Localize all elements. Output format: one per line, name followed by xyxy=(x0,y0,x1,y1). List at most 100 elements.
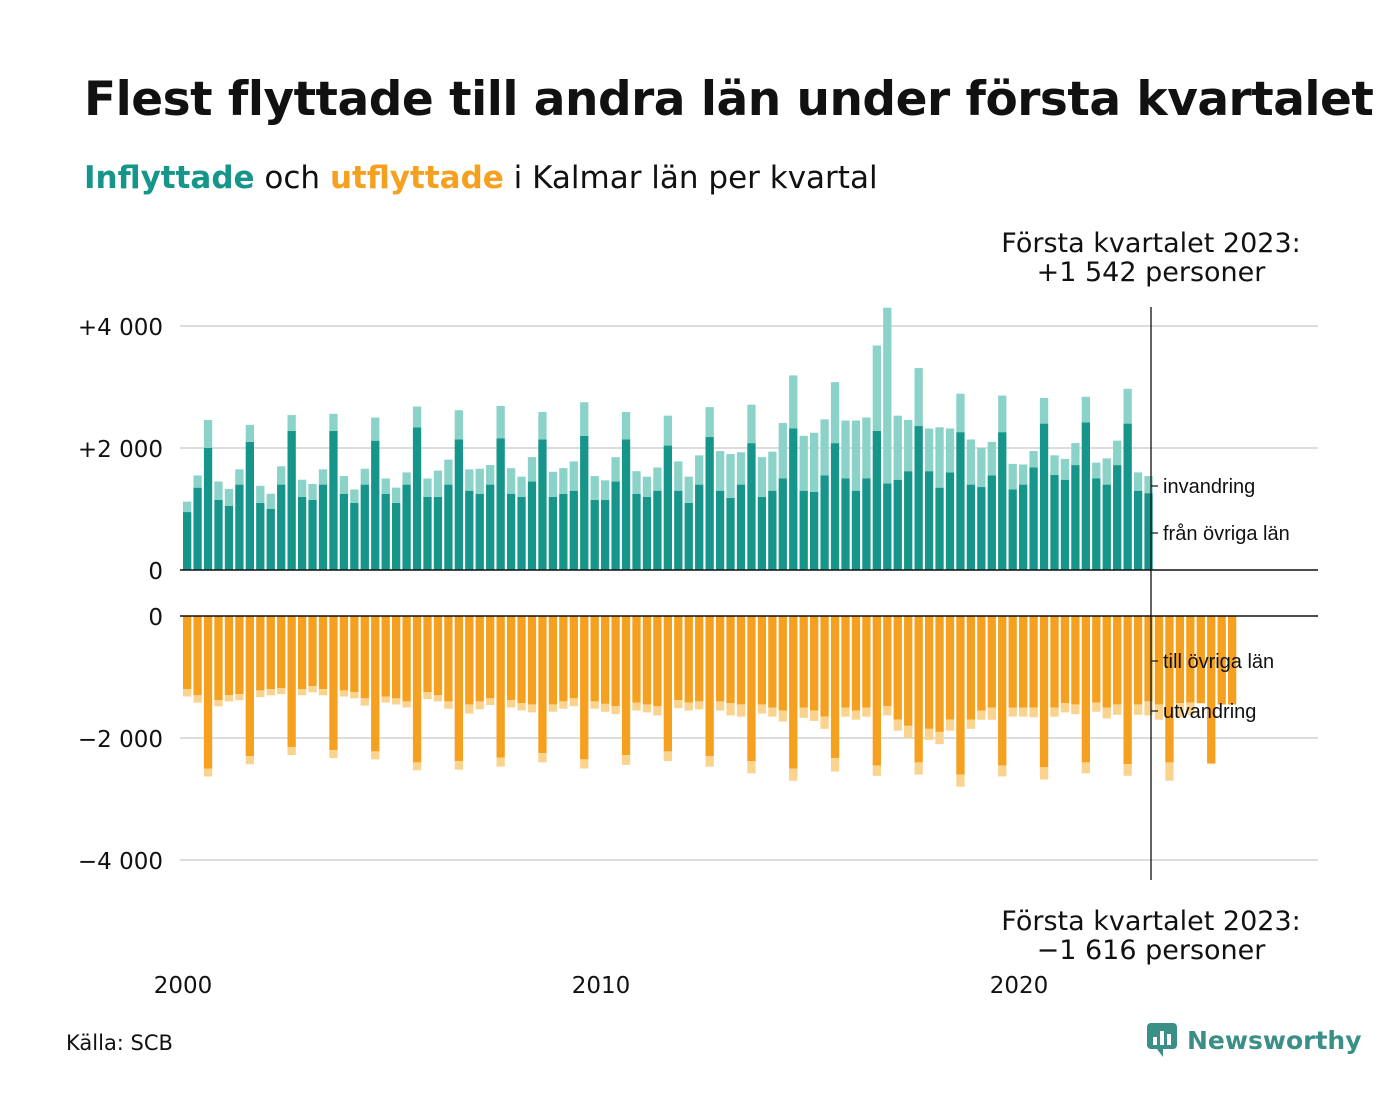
bar-invandring xyxy=(214,481,223,500)
bar-invandring xyxy=(674,461,683,491)
bar-invandring xyxy=(653,467,662,491)
subtitle-och: och xyxy=(254,160,330,196)
bar-utvandring xyxy=(1102,707,1111,719)
bar-utvandring xyxy=(318,689,328,696)
bar-utvandring xyxy=(935,731,944,745)
bar-invandring xyxy=(684,476,693,503)
bar-till-ovriga-lan xyxy=(695,616,704,702)
bar-utvandring xyxy=(245,756,254,765)
bar-invandring xyxy=(757,457,767,497)
subtitle-rest: i Kalmar län per kvartal xyxy=(503,160,878,196)
bar-fran-ovriga-lan xyxy=(935,487,944,570)
bar-invandring xyxy=(203,419,213,448)
bar-invandring xyxy=(224,488,234,506)
bar-invandring xyxy=(256,485,265,503)
annotation-bottom-line2: −1 616 personer xyxy=(1037,935,1267,966)
bar-invandring xyxy=(663,415,672,446)
bar-invandring xyxy=(517,476,526,497)
bar-fran-ovriga-lan xyxy=(266,509,275,570)
bar-till-ovriga-lan xyxy=(872,616,881,766)
bar-invandring xyxy=(945,428,955,473)
bar-till-ovriga-lan xyxy=(433,616,443,696)
bar-till-ovriga-lan xyxy=(266,616,275,690)
subtitle-utflyttade: utflyttade xyxy=(329,160,504,196)
bar-till-ovriga-lan xyxy=(1019,616,1028,708)
bar-till-ovriga-lan xyxy=(465,616,474,705)
bar-invandring xyxy=(1123,388,1132,424)
bar-fran-ovriga-lan xyxy=(621,439,631,570)
bar-fran-ovriga-lan xyxy=(214,499,223,570)
bar-till-ovriga-lan xyxy=(914,616,923,763)
bar-utvandring xyxy=(1123,764,1132,776)
bar-till-ovriga-lan xyxy=(193,616,202,696)
bar-fran-ovriga-lan xyxy=(371,440,380,570)
bar-till-ovriga-lan xyxy=(851,616,861,711)
bar-till-ovriga-lan xyxy=(642,616,652,705)
source-label: Källa: SCB xyxy=(66,1031,173,1055)
label-invandring: invandring xyxy=(1163,476,1255,498)
bar-fran-ovriga-lan xyxy=(715,490,725,570)
bar-till-ovriga-lan xyxy=(1029,616,1038,708)
bar-fran-ovriga-lan xyxy=(663,445,672,570)
bar-invandring xyxy=(433,470,443,497)
bar-utvandring xyxy=(998,765,1007,777)
bar-fran-ovriga-lan xyxy=(548,496,558,570)
bar-invandring xyxy=(883,307,892,484)
bar-till-ovriga-lan xyxy=(684,616,693,703)
bar-fran-ovriga-lan xyxy=(726,498,735,570)
bar-fran-ovriga-lan xyxy=(705,437,714,570)
bar-till-ovriga-lan xyxy=(245,616,254,757)
bar-utvandring xyxy=(966,719,976,729)
bar-till-ovriga-lan xyxy=(726,616,735,704)
bar-utvandring xyxy=(1144,701,1153,716)
bar-invandring xyxy=(339,476,349,494)
bar-till-ovriga-lan xyxy=(569,616,578,699)
bar-fran-ovriga-lan xyxy=(527,481,537,570)
bar-fran-ovriga-lan xyxy=(1050,474,1059,570)
bar-utvandring xyxy=(757,704,767,714)
bar-till-ovriga-lan xyxy=(580,616,589,760)
bar-invandring xyxy=(862,417,871,479)
bar-till-ovriga-lan xyxy=(883,616,892,707)
bar-invandring xyxy=(412,406,422,428)
bar-invandring xyxy=(820,419,829,476)
bar-invandring xyxy=(1071,443,1080,466)
y-tick-label-top: +2 000 xyxy=(78,437,163,463)
bar-utvandring xyxy=(1154,704,1164,720)
label-fran-ovriga-lan: från övriga län xyxy=(1163,523,1290,545)
bar-utvandring xyxy=(538,753,547,763)
bar-fran-ovriga-lan xyxy=(1019,484,1028,570)
bar-fran-ovriga-lan xyxy=(830,443,840,570)
bar-fran-ovriga-lan xyxy=(757,496,767,570)
bar-invandring xyxy=(601,480,610,500)
bar-utvandring xyxy=(297,689,307,696)
bar-till-ovriga-lan xyxy=(496,616,505,758)
bar-fran-ovriga-lan xyxy=(1092,478,1101,570)
bar-utvandring xyxy=(1092,702,1101,712)
bar-invandring xyxy=(695,455,704,485)
bar-fran-ovriga-lan xyxy=(506,493,516,570)
bar-till-ovriga-lan xyxy=(214,616,223,701)
bar-utvandring xyxy=(590,701,599,709)
bar-utvandring xyxy=(841,707,850,717)
bar-fran-ovriga-lan xyxy=(1039,423,1049,570)
bar-fran-ovriga-lan xyxy=(277,484,286,570)
bar-invandring xyxy=(914,368,923,427)
bar-till-ovriga-lan xyxy=(256,616,265,691)
bar-utvandring xyxy=(1081,762,1090,774)
x-tick-label: 2010 xyxy=(572,973,631,999)
bar-utvandring xyxy=(778,710,787,722)
bar-fran-ovriga-lan xyxy=(183,512,192,570)
bar-invandring xyxy=(392,487,401,503)
bar-invandring xyxy=(360,468,369,485)
bar-till-ovriga-lan xyxy=(1092,616,1101,703)
bar-fran-ovriga-lan xyxy=(1081,422,1090,570)
bar-fran-ovriga-lan xyxy=(465,490,474,570)
bar-till-ovriga-lan xyxy=(924,616,934,729)
bar-utvandring xyxy=(517,703,526,711)
bar-utvandring xyxy=(705,756,714,767)
y-tick-label-bottom: −4 000 xyxy=(78,849,163,875)
bar-utvandring xyxy=(977,710,986,720)
bar-fran-ovriga-lan xyxy=(350,502,359,570)
